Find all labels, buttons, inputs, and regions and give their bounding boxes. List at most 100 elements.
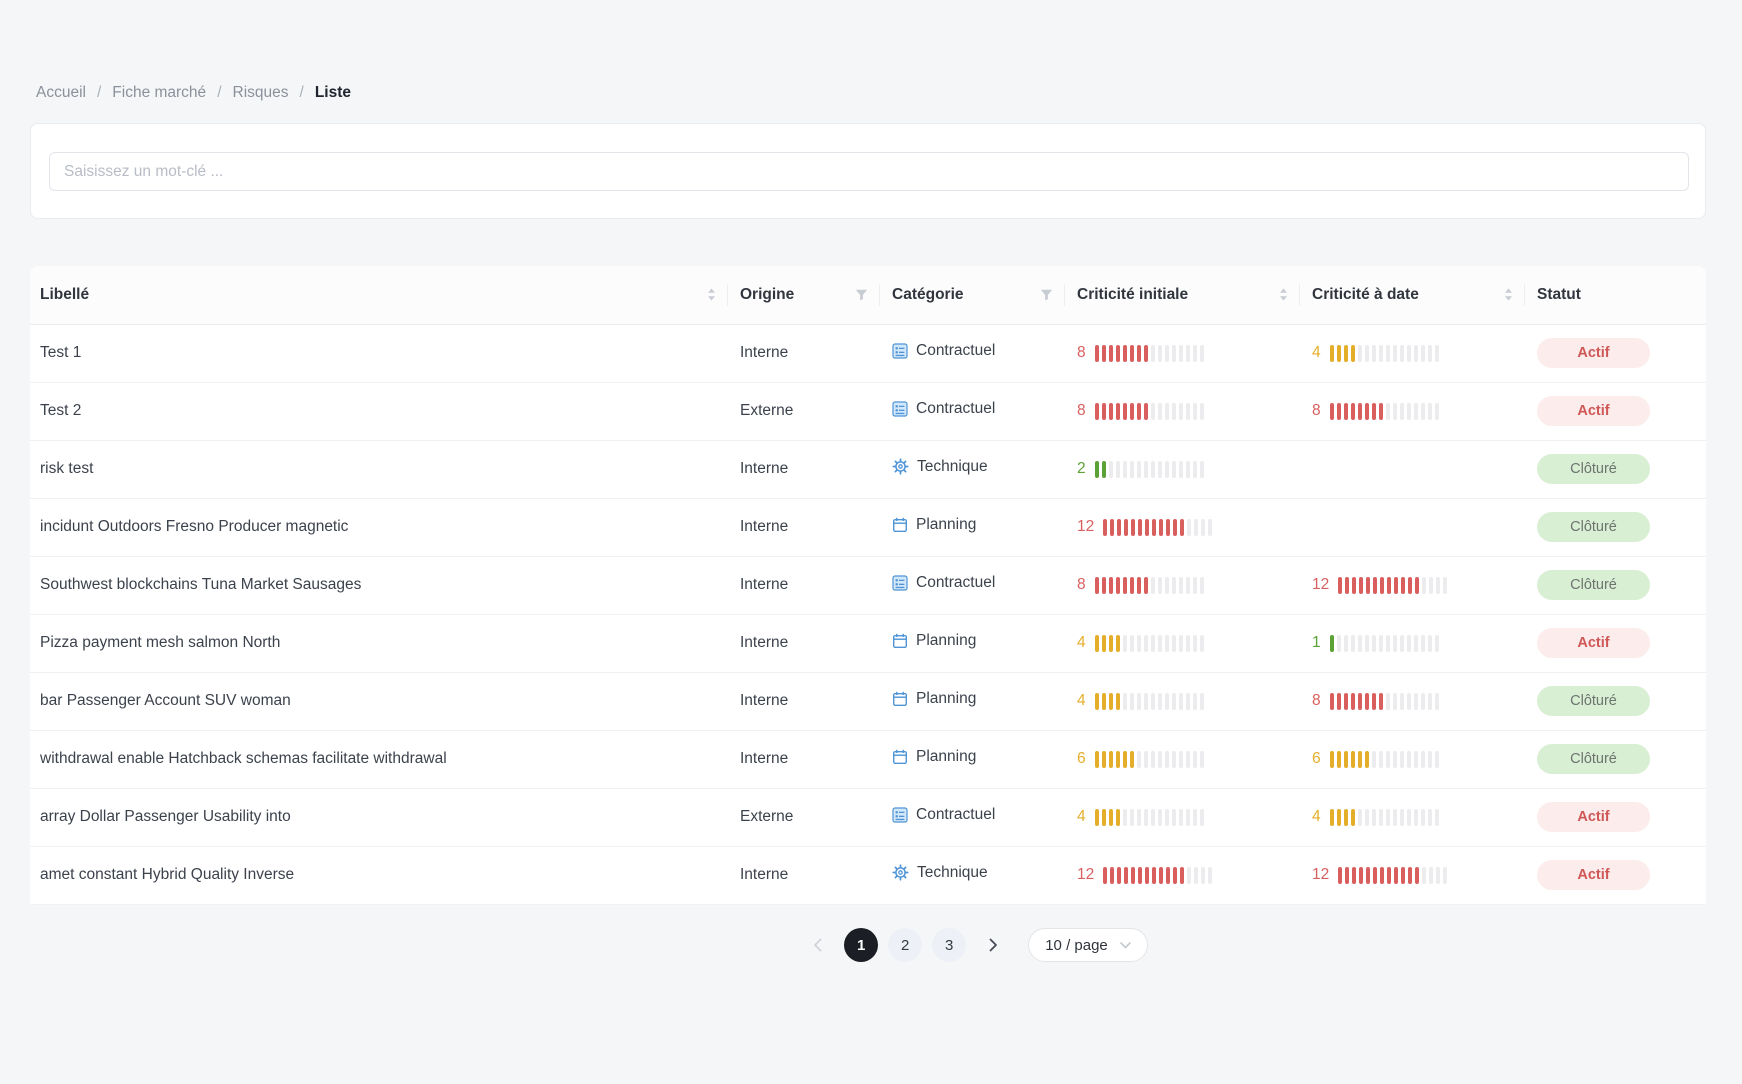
criticality-bar — [1337, 345, 1341, 362]
criticality-bars — [1330, 751, 1439, 768]
category-label: Contractuel — [916, 574, 995, 592]
column-title: Criticité à date — [1312, 286, 1419, 304]
criticality-bar — [1116, 751, 1120, 768]
criticality-bar — [1095, 345, 1099, 362]
criticality-bar — [1123, 751, 1127, 768]
criticality-bar — [1116, 693, 1120, 710]
page-button-1[interactable]: 1 — [844, 928, 878, 962]
status-badge: Actif — [1537, 802, 1650, 832]
sort-icon[interactable] — [1279, 288, 1288, 301]
table-row[interactable]: amet constant Hybrid Quality Inverse Int… — [30, 846, 1706, 904]
table-row[interactable]: Test 1 Interne Contractuel 8 4 — [30, 324, 1706, 382]
criticality-bar — [1172, 577, 1176, 594]
criticality-bar — [1186, 751, 1190, 768]
criticality-bar — [1095, 751, 1099, 768]
criticality-bar — [1330, 635, 1334, 652]
criticality-bar — [1130, 577, 1134, 594]
column-header-criticite-initiale[interactable]: Criticité initiale — [1065, 266, 1300, 324]
criticality-bar — [1415, 577, 1419, 594]
column-header-origine[interactable]: Origine — [728, 266, 880, 324]
table-row[interactable]: risk test Interne Technique 2 Clôturé — [30, 440, 1706, 498]
cell-origine: Externe — [728, 788, 880, 846]
criticality-bar — [1130, 693, 1134, 710]
criticality-bar — [1435, 403, 1439, 420]
criticality-bar — [1193, 751, 1197, 768]
page-button-2[interactable]: 2 — [888, 928, 922, 962]
table-row[interactable]: Test 2 Externe Contractuel 8 8 — [30, 382, 1706, 440]
criticality-bar — [1165, 345, 1169, 362]
column-header-categorie[interactable]: Catégorie — [880, 266, 1065, 324]
criticality-bar — [1208, 519, 1212, 536]
criticality-bar — [1435, 345, 1439, 362]
filter-icon[interactable] — [855, 289, 868, 301]
criticality-bar — [1358, 403, 1362, 420]
column-header-libelle[interactable]: Libellé — [30, 266, 728, 324]
sort-icon[interactable] — [1504, 288, 1513, 301]
criticality-bar — [1330, 403, 1334, 420]
criticality-bar — [1123, 693, 1127, 710]
criticality-bar — [1401, 577, 1405, 594]
criticality-bar — [1338, 867, 1342, 884]
criticality-bar — [1394, 867, 1398, 884]
cell-libelle: incidunt Outdoors Fresno Producer magnet… — [30, 498, 728, 556]
criticality-bar — [1344, 403, 1348, 420]
cell-libelle: risk test — [30, 440, 728, 498]
criticality-bar — [1103, 867, 1107, 884]
criticality-bar — [1394, 577, 1398, 594]
table-row[interactable]: array Dollar Passenger Usability into Ex… — [30, 788, 1706, 846]
criticality-bar — [1387, 577, 1391, 594]
page-button-3[interactable]: 3 — [932, 928, 966, 962]
criticality-bar — [1144, 345, 1148, 362]
table-row[interactable]: bar Passenger Account SUV woman Interne … — [30, 672, 1706, 730]
criticality-bars — [1330, 693, 1439, 710]
table-row[interactable]: withdrawal enable Hatchback schemas faci… — [30, 730, 1706, 788]
criticality-bar — [1166, 867, 1170, 884]
criticality-value: 8 — [1312, 402, 1321, 420]
table-row[interactable]: Southwest blockchains Tuna Market Sausag… — [30, 556, 1706, 614]
criticality-bar — [1393, 809, 1397, 826]
cell-criticite-initiale: 12 — [1065, 846, 1300, 904]
criticality-bar — [1123, 577, 1127, 594]
origin-value: Interne — [740, 344, 788, 361]
status-badge: Clôturé — [1537, 454, 1650, 484]
current-criticality: 12 — [1312, 576, 1447, 594]
filter-icon[interactable] — [1040, 289, 1053, 301]
criticality-value: 1 — [1312, 634, 1321, 652]
cell-origine: Interne — [728, 846, 880, 904]
criticality-bar — [1387, 867, 1391, 884]
breadcrumb-item-risques[interactable]: Risques — [233, 84, 289, 102]
criticality-bar — [1145, 867, 1149, 884]
previous-page-button[interactable] — [800, 928, 834, 962]
criticality-bar — [1330, 693, 1334, 710]
status-badge: Actif — [1537, 860, 1650, 890]
criticality-bar — [1158, 403, 1162, 420]
criticality-bar — [1186, 403, 1190, 420]
cell-categorie: Technique — [880, 440, 1065, 498]
breadcrumb-item-fiche-marche[interactable]: Fiche marché — [112, 84, 206, 102]
criticality-bar — [1172, 751, 1176, 768]
criticality-bar — [1151, 693, 1155, 710]
criticality-bar — [1372, 693, 1376, 710]
column-header-criticite-a-date[interactable]: Criticité à date — [1300, 266, 1525, 324]
criticality-bar — [1151, 461, 1155, 478]
criticality-bar — [1194, 519, 1198, 536]
column-header-statut: Statut — [1525, 266, 1706, 324]
criticality-bar — [1158, 345, 1162, 362]
cell-origine: Externe — [728, 382, 880, 440]
page-size-select[interactable]: 10 / page — [1028, 928, 1148, 962]
criticality-bar — [1158, 809, 1162, 826]
cell-categorie: Planning — [880, 730, 1065, 788]
initial-criticality: 6 — [1077, 750, 1204, 768]
table-row[interactable]: incidunt Outdoors Fresno Producer magnet… — [30, 498, 1706, 556]
cell-criticite-initiale: 4 — [1065, 788, 1300, 846]
table-row[interactable]: Pizza payment mesh salmon North Interne … — [30, 614, 1706, 672]
sort-icon[interactable] — [707, 288, 716, 301]
criticality-bar — [1421, 751, 1425, 768]
next-page-button[interactable] — [976, 928, 1010, 962]
criticality-bar — [1366, 577, 1370, 594]
cell-criticite-a-date: 8 — [1300, 382, 1525, 440]
cell-libelle: Test 1 — [30, 324, 728, 382]
breadcrumb-item-accueil[interactable]: Accueil — [36, 84, 86, 102]
criticality-bar — [1421, 403, 1425, 420]
search-input[interactable] — [49, 152, 1689, 191]
